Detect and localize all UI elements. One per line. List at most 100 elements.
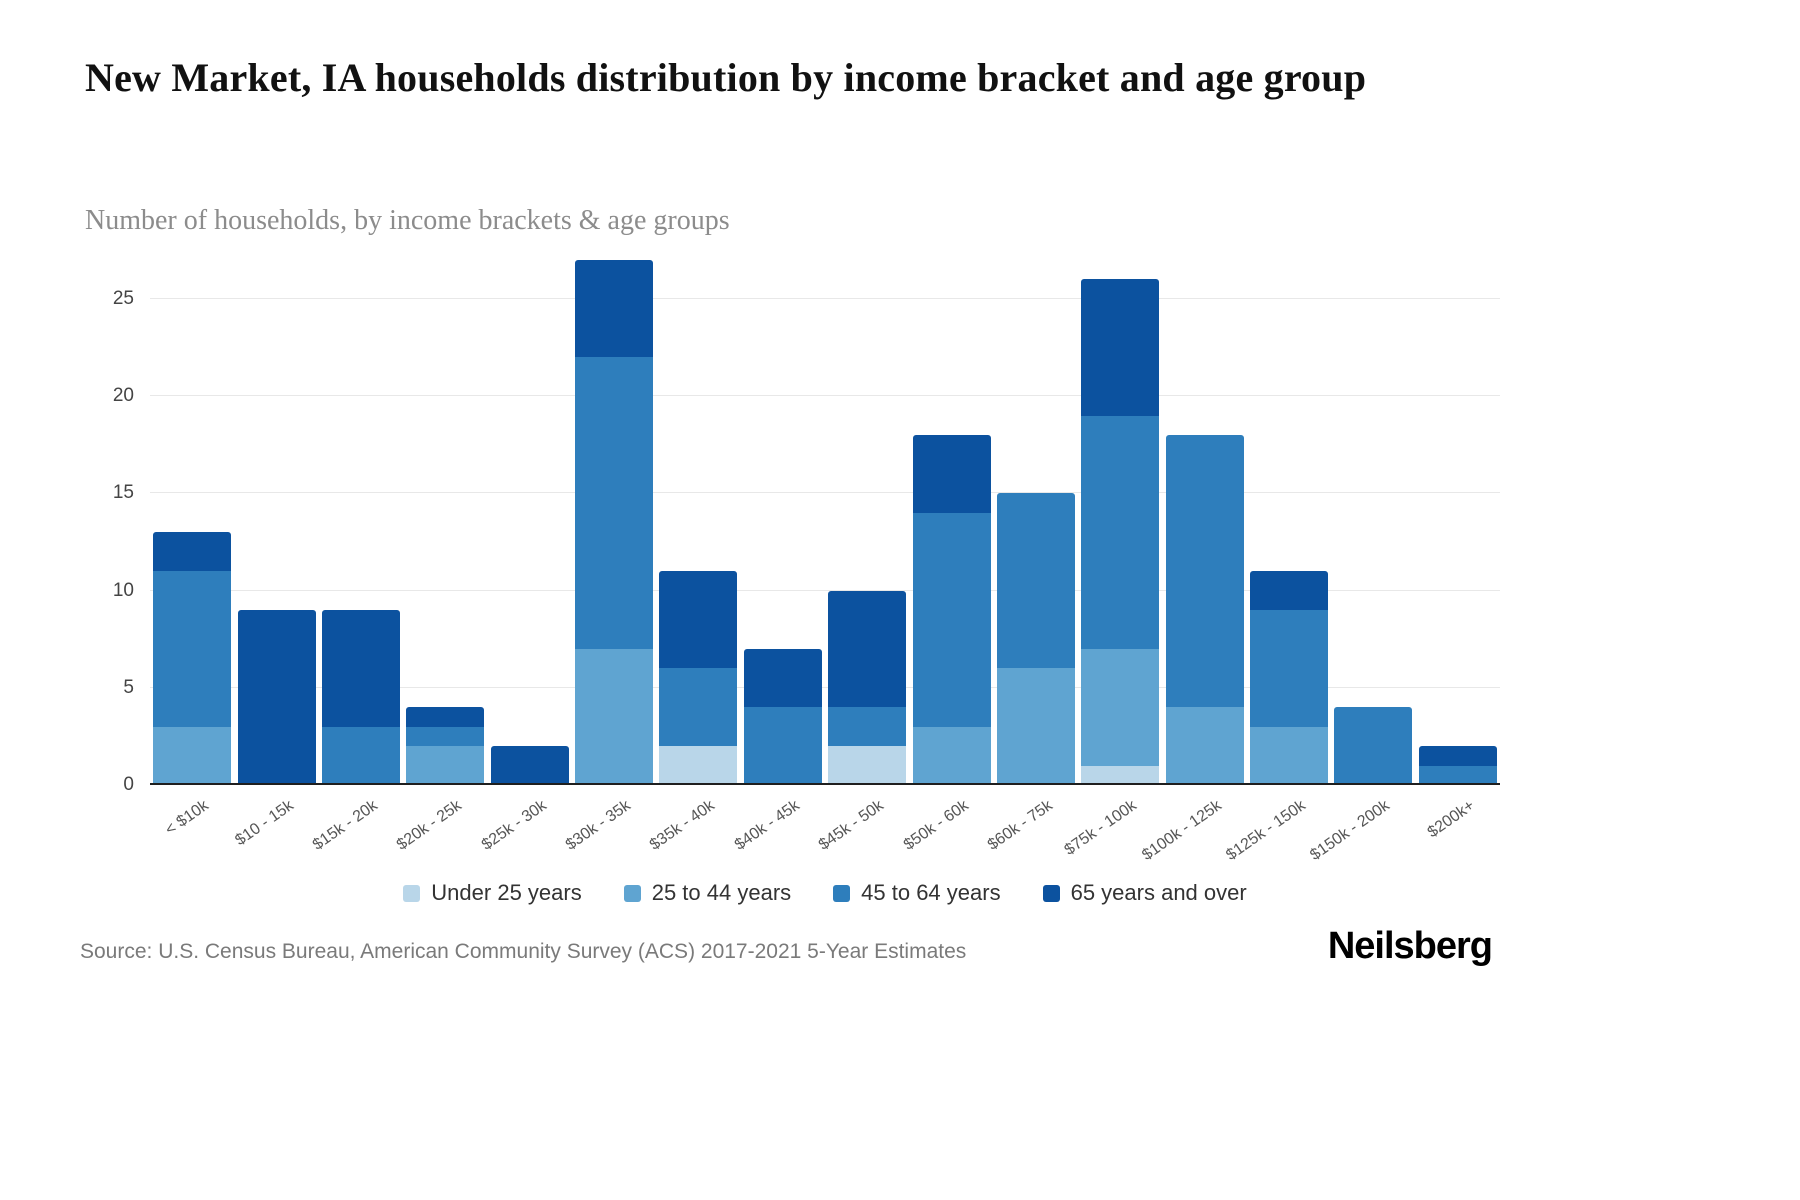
legend-label: 45 to 64 years: [861, 880, 1001, 905]
bar-$20k-25k[interactable]: [406, 707, 485, 785]
bar-segment[interactable]: [237, 610, 316, 785]
x-tick-label: $10 - 15k: [231, 797, 297, 850]
bar-$50k-60k[interactable]: [912, 435, 991, 785]
legend-label: 25 to 44 years: [651, 880, 792, 905]
gridline: [150, 297, 1500, 299]
bar-segment[interactable]: [828, 590, 907, 708]
bar-segment[interactable]: [743, 648, 822, 708]
legend-item-25-to-44-years[interactable]: 25 to 44 years: [623, 880, 792, 906]
y-tick-label: 0: [123, 774, 134, 795]
bar-segment[interactable]: [575, 260, 654, 358]
bar-$150k-200k[interactable]: [1334, 707, 1413, 785]
bar-segment[interactable]: [575, 357, 654, 649]
bar-$60k-75k[interactable]: [996, 493, 1075, 785]
legend-item-under-25-years[interactable]: Under 25 years: [403, 880, 582, 906]
legend-swatch: [1042, 884, 1060, 902]
y-tick-label: 5: [123, 676, 134, 698]
bar-segment[interactable]: [406, 746, 485, 785]
bar-$35k-40k[interactable]: [659, 571, 738, 785]
y-tick-label: 20: [112, 385, 134, 407]
chart-legend: Under 25 years 25 to 44 years 45 to 64 yea…: [150, 880, 1500, 906]
legend-swatch: [623, 884, 641, 902]
bar-$30k-35k[interactable]: [575, 260, 654, 785]
bar-segment[interactable]: [575, 648, 654, 785]
bar-segment[interactable]: [153, 726, 232, 785]
bar-segment[interactable]: [1418, 746, 1497, 766]
legend-swatch: [403, 884, 421, 902]
bar-segment[interactable]: [743, 707, 822, 785]
legend-label: Under 25 years: [431, 880, 582, 905]
bar-segment[interactable]: [321, 726, 400, 785]
bar-segment[interactable]: [912, 726, 991, 785]
legend-label: 65 years and over: [1070, 880, 1247, 905]
bar-segment[interactable]: [1165, 435, 1244, 708]
x-tick-label: $150k - 200k: [1307, 797, 1394, 864]
x-tick-label: $15k - 20k: [309, 797, 381, 854]
bar-segment[interactable]: [912, 435, 991, 513]
bar-segment[interactable]: [1334, 707, 1413, 785]
x-tick-label: $35k - 40k: [647, 797, 719, 854]
bar-segment[interactable]: [1250, 610, 1329, 727]
bar-$10-15k[interactable]: [237, 610, 316, 785]
x-tick-label: $40k - 45k: [731, 797, 803, 854]
legend-item-65-years-and-over[interactable]: 65 years and over: [1042, 880, 1247, 906]
x-tick-label: $125k - 150k: [1223, 797, 1309, 864]
x-tick-label: $75k - 100k: [1061, 797, 1141, 859]
bar-segment[interactable]: [828, 707, 907, 747]
bar-segment[interactable]: [1418, 765, 1497, 785]
bar-$75k-100k[interactable]: [1081, 279, 1160, 785]
x-tick-label: $200k+: [1424, 797, 1478, 842]
gridline: [150, 492, 1500, 494]
bar-segment[interactable]: [153, 571, 232, 727]
x-tick-label: $20k - 25k: [394, 797, 466, 854]
bar-$45k-50k[interactable]: [828, 590, 907, 785]
bar-segment[interactable]: [1165, 707, 1244, 785]
x-tick-label: < $10k: [162, 797, 212, 839]
plot-area: 0 5 10 15 20 25 < $10k $10 - 15k $15k - 20k $20k …: [113, 260, 1500, 864]
brand-logo: Neilsberg: [1327, 925, 1493, 967]
x-tick-label: $50k - 60k: [900, 797, 972, 854]
bar-$200k+[interactable]: [1418, 746, 1497, 785]
x-tick-label: $100k - 125k: [1138, 797, 1225, 864]
x-tick-label: $45k - 50k: [815, 797, 887, 854]
bar-segment[interactable]: [1081, 279, 1160, 416]
bar-segment[interactable]: [321, 610, 400, 727]
bar-segment[interactable]: [1081, 415, 1160, 649]
legend-item-45-to-64-years[interactable]: 45 to 64 years: [833, 880, 1001, 906]
x-tick-label: $30k - 35k: [562, 797, 634, 854]
y-tick-label: 25: [112, 287, 134, 309]
bar-$125k-150k[interactable]: [1250, 571, 1329, 785]
bar-$100k-125k[interactable]: [1165, 435, 1244, 785]
y-tick-label: 10: [112, 579, 134, 601]
bar-segment[interactable]: [659, 746, 738, 785]
chart-subtitle: Number of households, by income brackets…: [85, 205, 730, 236]
gridline: [150, 395, 1500, 397]
bar-segment[interactable]: [490, 746, 569, 785]
bar-segment[interactable]: [406, 726, 485, 747]
bar-$15k-20k[interactable]: [321, 610, 400, 785]
bar-segment[interactable]: [406, 707, 485, 727]
y-tick-label: 15: [112, 482, 134, 504]
bar-segment[interactable]: [1250, 726, 1329, 785]
bar-segment[interactable]: [153, 532, 232, 572]
bar-segment[interactable]: [996, 493, 1075, 669]
x-tick-label: $60k - 75k: [984, 797, 1056, 854]
bar-segment[interactable]: [912, 512, 991, 727]
bar-segment[interactable]: [828, 746, 907, 785]
bar-<$10k[interactable]: [153, 532, 232, 785]
source-attribution: Source: U.S. Census Bureau, American Com…: [80, 940, 967, 963]
bar-segment[interactable]: [996, 668, 1075, 785]
x-axis-line: [150, 783, 1500, 785]
x-tick-label: $25k - 30k: [478, 797, 550, 854]
bar-segment[interactable]: [659, 668, 738, 747]
bar-segment[interactable]: [659, 571, 738, 669]
gridline: [150, 686, 1500, 688]
bar-segment[interactable]: [1081, 765, 1160, 785]
bar-segment[interactable]: [1250, 571, 1329, 610]
legend-swatch: [833, 884, 851, 902]
bar-$25k-30k[interactable]: [490, 746, 569, 785]
bar-$40k-45k[interactable]: [743, 648, 822, 785]
gridline: [150, 589, 1500, 591]
bar-segment[interactable]: [1081, 648, 1160, 766]
